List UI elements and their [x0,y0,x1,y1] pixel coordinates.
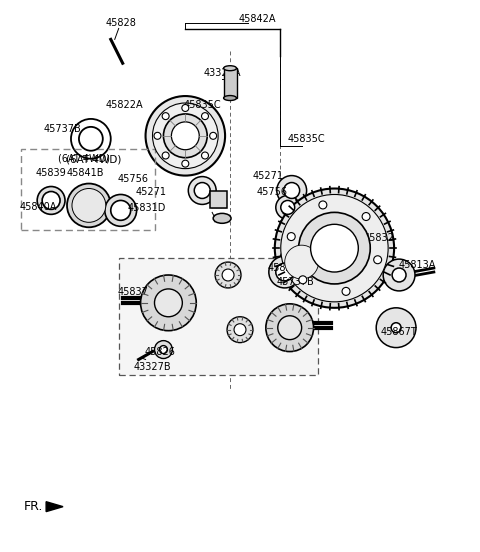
Circle shape [284,183,300,199]
Circle shape [155,341,172,358]
Text: 45756: 45756 [256,188,288,198]
Circle shape [383,259,415,291]
Circle shape [111,200,131,220]
Circle shape [374,256,382,264]
Circle shape [153,103,218,168]
Text: 45737B: 45737B [43,124,81,134]
Text: 45271: 45271 [252,171,283,181]
Circle shape [182,104,189,112]
Circle shape [276,195,300,219]
Bar [119,258,318,375]
Text: 45841B: 45841B [66,168,104,178]
Circle shape [72,189,106,222]
Ellipse shape [224,66,237,71]
Circle shape [277,176,307,205]
Circle shape [391,323,401,333]
Text: FR.: FR. [23,500,43,513]
Text: 45813A: 45813A [398,260,436,270]
Circle shape [362,213,370,220]
Polygon shape [46,502,63,512]
Ellipse shape [224,95,237,100]
Circle shape [311,224,358,272]
Circle shape [182,160,189,167]
Circle shape [276,263,294,281]
Circle shape [42,192,60,209]
Circle shape [215,262,241,288]
Circle shape [275,189,394,308]
Circle shape [71,119,111,158]
Circle shape [162,113,169,120]
Circle shape [280,240,324,284]
Text: 45832: 45832 [364,233,395,243]
Text: 43327B: 43327B [134,363,171,373]
Circle shape [287,232,295,241]
Text: 45828: 45828 [105,18,136,29]
Circle shape [319,201,327,209]
Circle shape [222,269,234,281]
Circle shape [78,194,100,216]
Circle shape [290,250,313,274]
Circle shape [285,245,319,279]
Bar [224,68,237,98]
Circle shape [227,317,253,343]
Text: 45837: 45837 [118,287,148,297]
Circle shape [234,323,246,336]
Circle shape [105,194,137,226]
Circle shape [269,256,300,288]
Circle shape [299,276,307,284]
Circle shape [171,122,199,150]
Circle shape [281,200,295,214]
Circle shape [266,304,313,352]
Text: 45822: 45822 [267,263,298,273]
Text: 45831D: 45831D [128,203,167,214]
Circle shape [202,113,208,120]
Circle shape [202,152,208,159]
Text: 45271: 45271 [135,188,167,198]
Text: 45840A: 45840A [20,203,57,213]
Circle shape [67,183,111,227]
Circle shape [79,127,103,151]
Circle shape [194,183,210,199]
Text: 43327A: 43327A [204,68,241,78]
Ellipse shape [213,214,231,224]
Bar [21,148,156,230]
Circle shape [37,187,65,214]
Circle shape [154,132,161,139]
Circle shape [141,275,196,331]
Text: 45842A: 45842A [238,14,276,24]
Circle shape [210,132,216,139]
Circle shape [342,288,350,295]
Circle shape [299,213,370,284]
Text: 45835C: 45835C [183,100,221,110]
Text: (6AT 4WD): (6AT 4WD) [58,153,110,164]
Text: 45737B: 45737B [277,277,314,287]
Text: 45826: 45826 [145,347,176,357]
Text: 45839: 45839 [36,168,66,178]
Circle shape [162,152,169,159]
Bar [210,192,227,209]
Text: 45867T: 45867T [381,327,418,337]
Circle shape [155,289,182,317]
Text: (6AT 4WD): (6AT 4WD) [66,155,121,164]
Circle shape [145,96,225,176]
Text: 45756: 45756 [118,173,148,184]
Circle shape [376,308,416,348]
Circle shape [281,194,388,302]
Circle shape [164,114,207,158]
Circle shape [392,268,406,282]
Text: 45835C: 45835C [288,134,325,144]
Circle shape [188,177,216,204]
Circle shape [159,346,168,353]
Circle shape [278,316,301,339]
Text: 45822A: 45822A [106,100,144,110]
